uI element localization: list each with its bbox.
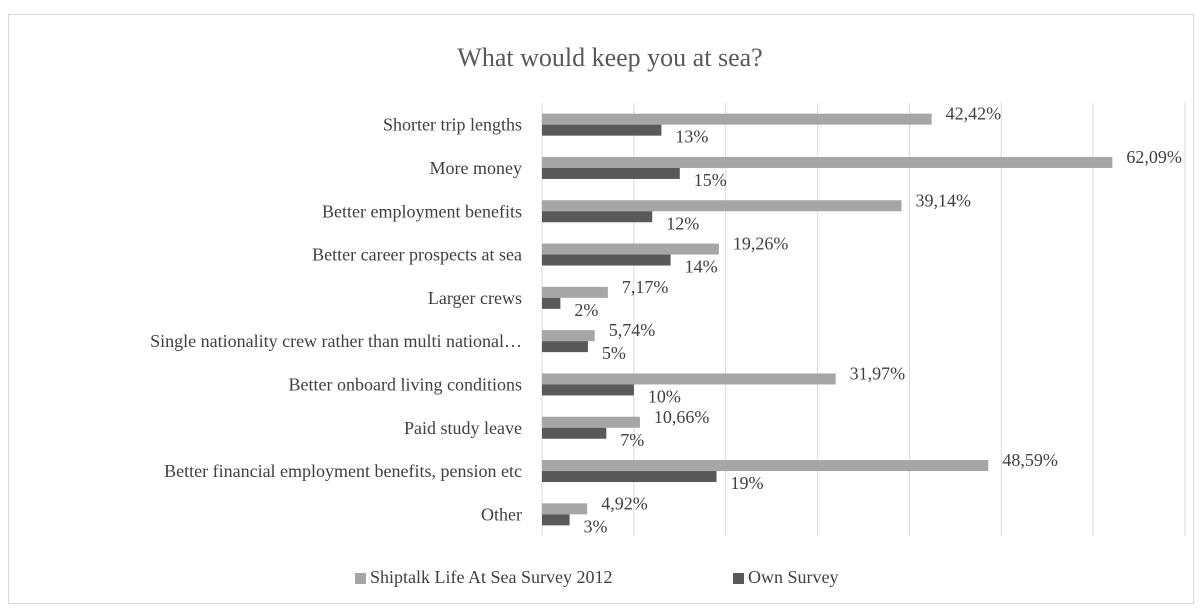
data-label-own-survey: 7% <box>620 430 644 450</box>
bar-own-survey <box>542 471 717 483</box>
data-label-shiptalk: 4,92% <box>601 493 648 513</box>
data-label-shiptalk: 42,42% <box>946 104 1002 124</box>
data-label-own-survey: 5% <box>602 343 626 363</box>
bar-own-survey <box>542 297 561 309</box>
data-label-own-survey: 2% <box>574 300 598 320</box>
bar-shiptalk <box>542 113 932 125</box>
data-label-own-survey: 12% <box>666 213 699 233</box>
data-label-shiptalk: 7,17% <box>622 277 669 297</box>
bar-own-survey <box>542 254 671 266</box>
category-label: Better financial employment benefits, pe… <box>164 461 522 481</box>
bar-own-survey <box>542 211 653 223</box>
bar-shiptalk <box>542 330 595 342</box>
bar-shiptalk <box>542 460 989 472</box>
data-label-shiptalk: 31,97% <box>850 363 906 383</box>
category-labels: Shorter trip lengths More money Better emp… <box>150 115 522 525</box>
legend: Shiptalk Life At Sea Survey 2012 Own Surv… <box>355 567 839 587</box>
data-label-own-survey: 15% <box>694 170 727 190</box>
legend-label: Shiptalk Life At Sea Survey 2012 <box>370 567 612 587</box>
data-label-own-survey: 14% <box>685 257 718 277</box>
bar-own-survey <box>542 124 662 136</box>
data-label-own-survey: 3% <box>584 516 608 536</box>
data-label-own-survey: 19% <box>731 473 764 493</box>
legend-label: Own Survey <box>748 567 839 587</box>
bar-own-survey <box>542 427 607 439</box>
bar-own-survey <box>542 167 680 179</box>
category-label: Larger crews <box>428 288 522 308</box>
bar-own-survey <box>542 384 634 396</box>
category-label: Better career prospects at sea <box>312 245 522 265</box>
bar-shiptalk <box>542 156 1113 168</box>
bar-shiptalk <box>542 416 640 428</box>
data-labels: 42,42% 13% 62,09% 15% 39,14% 12% 19,26% 14% 7,17… <box>574 104 1181 537</box>
category-label: Better onboard living conditions <box>289 374 522 394</box>
bar-shiptalk <box>542 503 588 515</box>
data-label-shiptalk: 10,66% <box>654 407 710 427</box>
data-label-shiptalk: 39,14% <box>916 190 972 210</box>
chart-frame <box>8 14 1194 604</box>
bar-shiptalk <box>542 373 836 385</box>
category-label: Shorter trip lengths <box>383 115 522 135</box>
category-label: Better employment benefits <box>322 201 522 221</box>
chart-title: What would keep you at sea? <box>457 43 762 72</box>
bars <box>542 113 1113 526</box>
data-label-shiptalk: 19,26% <box>733 234 789 254</box>
bar-shiptalk <box>542 200 902 212</box>
bar-shiptalk <box>542 243 719 255</box>
data-label-shiptalk: 62,09% <box>1126 147 1182 167</box>
category-label: Other <box>481 504 522 524</box>
bar-own-survey <box>542 514 570 526</box>
data-label-shiptalk: 48,59% <box>1002 450 1058 470</box>
data-label-own-survey: 10% <box>648 386 681 406</box>
category-label: More money <box>430 158 522 178</box>
category-label: Single nationality crew rather than mult… <box>150 331 522 351</box>
legend-swatch <box>355 573 366 584</box>
legend-swatch <box>733 573 744 584</box>
data-label-own-survey: 13% <box>675 127 708 147</box>
data-label-shiptalk: 5,74% <box>609 320 656 340</box>
bar-shiptalk <box>542 286 608 298</box>
category-label: Paid study leave <box>404 418 522 438</box>
bar-own-survey <box>542 341 588 353</box>
